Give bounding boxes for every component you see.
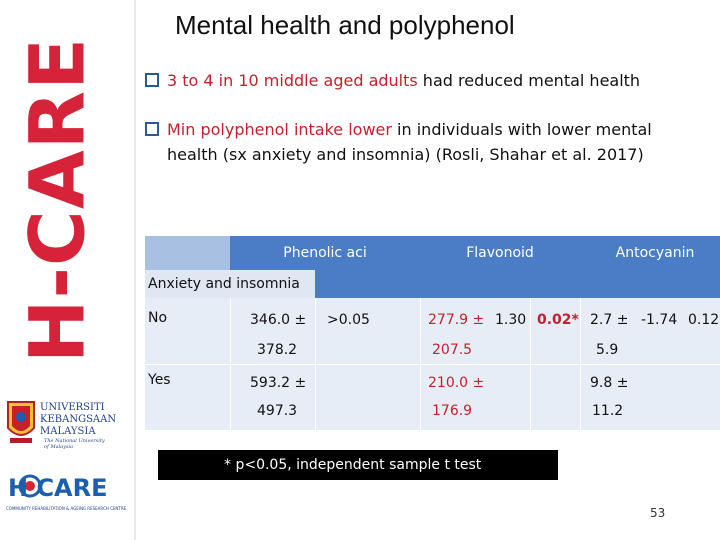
svg-text:The National University: The National University [44, 438, 105, 444]
ukm-crest-icon [7, 401, 35, 443]
cell-p-phenolic: >0.05 [327, 312, 370, 328]
cell-anto-no-sd: 5.9 [596, 342, 619, 358]
cell-phenolic-no-sd: 378.2 [257, 342, 298, 358]
cell-t-anto: -1.74 [641, 312, 678, 328]
svg-text:COMMUNITY REHABILITATION & AGE: COMMUNITY REHABILITATION & AGEING RESEAR… [6, 506, 127, 511]
cell-flav-no: 277.9 ± [428, 312, 485, 328]
bullet-1: 3 to 4 in 10 middle aged adults had redu… [145, 68, 640, 93]
svg-text:KEBANGSAAN: KEBANGSAAN [40, 414, 116, 425]
ukm-logo: UNIVERSITI KEBANGSAAN MALAYSIA The Natio… [7, 401, 116, 450]
page-number: 53 [650, 506, 666, 520]
cell-phenolic-yes-sd: 497.3 [257, 403, 298, 419]
cell-anto-yes: 9.8 ± [590, 375, 629, 391]
section-label: Anxiety and insomnia [148, 276, 300, 292]
cell-t-flav: 1.30 [495, 312, 527, 328]
cell-p-anto: 0.12 [688, 312, 720, 328]
cell-phenolic-no: 346.0 ± [250, 312, 307, 328]
hcare-logo: H CARE COMMUNITY REHABILITATION & AGEING… [6, 474, 127, 511]
cell-flav-no-sd: 207.5 [432, 342, 473, 358]
row-label-no: No [148, 310, 168, 326]
svg-text:of Malaysia: of Malaysia [44, 444, 73, 450]
svg-text:H CARE: H CARE [8, 474, 108, 502]
sidebar-divider [134, 0, 136, 540]
header-antocyanin: Antocyanin [615, 245, 695, 261]
row-divider [145, 364, 720, 365]
slide-title: Mental health and polyphenol [175, 10, 515, 40]
footnote: * p<0.05, independent sample t test [158, 450, 558, 480]
checkbox-bullet-icon [145, 73, 159, 87]
cell-anto-yes-sd: 11.2 [592, 403, 624, 419]
cell-phenolic-yes: 593.2 ± [250, 375, 307, 391]
cell-flav-yes: 210.0 ± [428, 375, 485, 391]
bullet-1-rest: had reduced mental health [417, 71, 641, 90]
cell-flav-yes-sd: 176.9 [432, 403, 473, 419]
svg-text:MALAYSIA: MALAYSIA [40, 426, 96, 437]
bullet-2: Min polyphenol intake lower in individua… [145, 117, 695, 167]
checkbox-bullet-icon [145, 122, 159, 136]
header-flavonoid: Flavonoid [466, 245, 534, 261]
vertical-title: H-CARE [12, 36, 102, 364]
bullet-1-highlight: 3 to 4 in 10 middle aged adults [167, 71, 418, 90]
bullet-2-highlight: Min polyphenol intake lower [167, 120, 392, 139]
cell-anto-no: 2.7 ± [590, 312, 629, 328]
bullet-2-rest: in individuals with lower mental [391, 120, 652, 139]
table-section-label-bg [145, 270, 315, 298]
sidebar: H-CARE UNIVERSITI KEBANGSAAN MALAYSIA Th… [0, 0, 135, 540]
hcare-globe-icon [18, 474, 42, 498]
table-header-bg [145, 236, 720, 270]
row-label-yes: Yes [148, 372, 171, 388]
bullet-2-line2: health (sx anxiety and insomnia) (Rosli,… [167, 145, 644, 164]
header-phenolic: Phenolic aci [283, 245, 367, 261]
cell-p-flav: 0.02* [537, 312, 579, 328]
table-header-corner [145, 236, 230, 270]
svg-text:UNIVERSITI: UNIVERSITI [40, 402, 105, 413]
